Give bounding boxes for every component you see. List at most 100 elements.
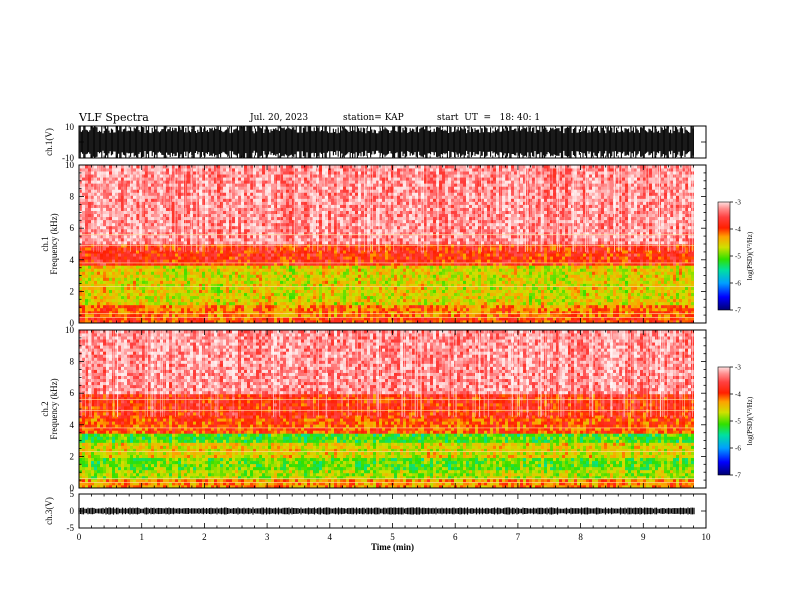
spectrogram-cell	[262, 292, 266, 297]
spectrogram-cell	[154, 316, 158, 321]
spectrogram-cell	[523, 265, 527, 269]
spectrogram-cell	[211, 274, 215, 278]
spectrogram-cell	[562, 298, 566, 303]
spectrogram-cell	[94, 307, 98, 312]
spectrogram-cell	[232, 313, 236, 318]
spectrogram-cell	[520, 268, 524, 272]
spectrogram-cell	[676, 313, 680, 318]
spectrogram-cell	[277, 292, 281, 297]
spectrogram-cell	[97, 262, 101, 266]
spectrogram-cell	[157, 247, 161, 251]
spectrogram-cell	[166, 316, 170, 321]
spectrogram-cell	[493, 256, 497, 260]
spectrogram-cell	[616, 295, 620, 300]
spectrogram-cell	[511, 301, 515, 306]
spectrogram-cell	[679, 256, 683, 260]
spectrogram-cell	[628, 256, 632, 260]
spectrogram-cell	[292, 310, 296, 315]
spectrogram-cell	[121, 265, 125, 269]
spectrogram-cell	[634, 259, 638, 263]
spectrogram-cell	[325, 271, 329, 275]
spectrogram-cell	[487, 292, 491, 297]
spectrogram-cell	[391, 268, 395, 272]
spectrogram-cell	[505, 250, 509, 254]
spectrogram-cell	[532, 250, 536, 254]
spectrogram-cell	[412, 319, 416, 323]
spectrogram-cell	[454, 265, 458, 269]
spectrogram-cell	[292, 274, 296, 278]
spectrogram-cell	[559, 271, 563, 275]
spectrogram-cell	[526, 289, 530, 294]
spectrogram-cell	[106, 286, 110, 290]
spectrogram-cell	[121, 259, 125, 263]
spectrogram-cell	[550, 271, 554, 275]
spectrogram-cell	[166, 271, 170, 275]
spectrogram-cell	[295, 301, 299, 306]
spectrogram-cell	[247, 319, 251, 323]
spectrogram-cell	[469, 286, 473, 290]
spectrogram-cell	[592, 310, 596, 315]
spectrogram-cell	[493, 295, 497, 300]
spectrogram-cell	[562, 262, 566, 266]
spectrogram-cell	[160, 307, 164, 312]
spectrogram-cell	[688, 262, 692, 266]
spectrogram-cell	[631, 250, 635, 254]
spectrogram-cell	[289, 280, 293, 284]
spectrogram-cell	[418, 313, 422, 318]
spectrogram-cell	[322, 283, 326, 287]
spectrogram-cell	[247, 289, 251, 294]
spectrogram-cell	[85, 280, 89, 284]
spectrogram-cell	[94, 301, 98, 306]
spectrogram-cell	[427, 250, 431, 254]
spectrogram-cell	[355, 286, 359, 290]
spectrogram-cell	[268, 289, 272, 294]
spectrogram-cell	[388, 307, 392, 312]
spectrogram-cell	[637, 259, 641, 263]
spectrogram-cell	[595, 262, 599, 266]
spectrogram-cell	[475, 253, 479, 257]
spectrogram-cell	[517, 313, 521, 318]
spectrogram-cell	[655, 295, 659, 300]
spectrogram-cell	[451, 286, 455, 290]
spectrogram-cell	[421, 280, 425, 284]
spectrogram-cell	[106, 283, 110, 287]
spectrogram-cell	[229, 298, 233, 303]
spectrogram-cell	[664, 313, 668, 318]
spectrogram-cell	[139, 310, 143, 315]
spectrogram-cell	[541, 259, 545, 263]
spectrogram-cell	[640, 289, 644, 294]
spectrogram-cell	[292, 319, 296, 323]
spectrogram-cell	[253, 295, 257, 300]
spectrogram-cell	[676, 292, 680, 297]
spectrogram-cell	[565, 271, 569, 275]
spectrogram-cell	[634, 256, 638, 260]
spectrogram-cell	[208, 307, 212, 312]
spectrogram-cell	[427, 286, 431, 290]
spectrogram-cell	[346, 295, 350, 300]
spectrogram-cell	[241, 247, 245, 251]
spectrogram-cell	[205, 256, 209, 260]
spectrogram-cell	[427, 289, 431, 294]
spectrogram-cell	[280, 265, 284, 269]
spectrogram-cell	[337, 274, 341, 278]
spectrogram-cell	[145, 283, 149, 287]
spectrogram-cell	[268, 247, 272, 251]
spectrogram-cell	[109, 292, 113, 297]
spectrogram-cell	[208, 247, 212, 251]
spectrogram-cell	[382, 253, 386, 257]
spectrogram-cell	[595, 292, 599, 297]
spectrogram-cell	[85, 268, 89, 272]
spectrogram-cell	[343, 262, 347, 266]
spectrogram-cell	[106, 313, 110, 318]
spectrogram-cell	[508, 274, 512, 278]
spectrogram-cell	[544, 268, 548, 272]
spectrogram-cell	[259, 274, 263, 278]
spectrogram-cell	[604, 277, 608, 281]
spectrogram-cell	[208, 274, 212, 278]
spectrogram-cell	[586, 253, 590, 257]
spectrogram-cell	[115, 310, 119, 315]
spectrogram-cell	[361, 271, 365, 275]
spectrogram-cell	[388, 289, 392, 294]
spectrogram-cell	[409, 316, 413, 321]
spectrogram-cell	[466, 295, 470, 300]
